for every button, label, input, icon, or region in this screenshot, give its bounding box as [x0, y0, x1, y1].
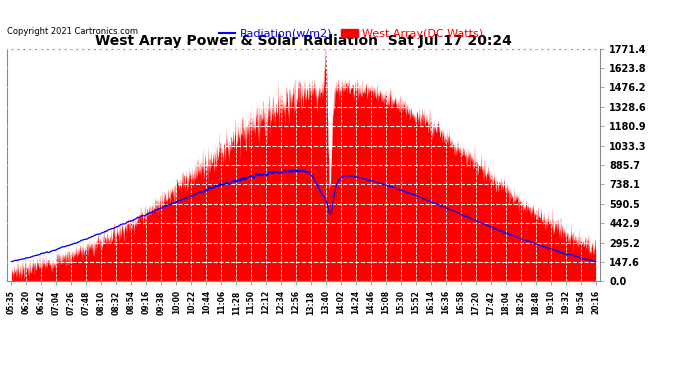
Text: Copyright 2021 Cartronics.com: Copyright 2021 Cartronics.com: [7, 27, 138, 36]
Title: West Array Power & Solar Radiation  Sat Jul 17 20:24: West Array Power & Solar Radiation Sat J…: [95, 34, 512, 48]
Legend: Radiation(w/m2), West Array(DC Watts): Radiation(w/m2), West Array(DC Watts): [215, 24, 488, 43]
